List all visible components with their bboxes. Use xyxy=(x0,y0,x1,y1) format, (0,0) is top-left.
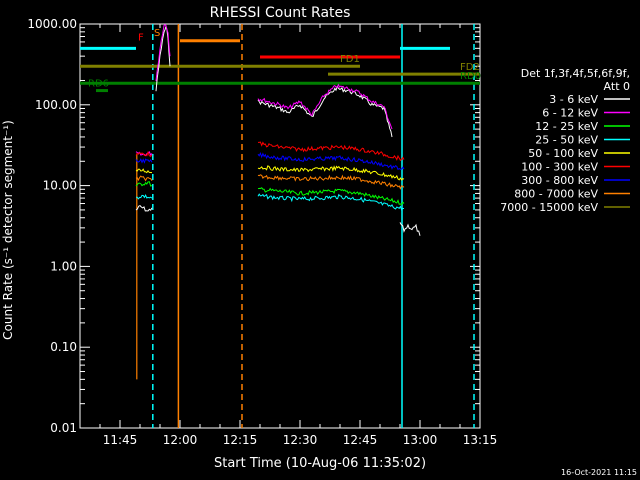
series-line xyxy=(135,175,153,182)
legend-entry-label: 800 - 7000 keV xyxy=(514,188,598,201)
flag-label: FD2 xyxy=(460,62,480,73)
y-tick-label: 100.00 xyxy=(35,98,77,112)
flag-label: FD1 xyxy=(340,54,360,65)
flag-label: RD0 xyxy=(460,71,481,82)
series-line xyxy=(258,141,405,161)
legend-entry-label: 25 - 50 keV xyxy=(535,134,598,147)
legend-entry-label: 100 - 300 keV xyxy=(521,161,598,174)
legend-header: Det 1f,3f,4f,5f,6f,9f, xyxy=(521,67,630,80)
x-tick-label: 12:00 xyxy=(163,433,198,447)
y-tick-label: 0.10 xyxy=(50,340,77,354)
legend-entry-label: 12 - 25 keV xyxy=(535,120,598,133)
y-tick-label: 0.01 xyxy=(50,421,77,435)
y-tick-label: 10.00 xyxy=(43,179,77,193)
legend-entry-label: 3 - 6 keV xyxy=(549,93,598,106)
x-tick-label: 12:30 xyxy=(283,433,318,447)
y-tick-label: 1000.00 xyxy=(27,17,77,31)
series-line xyxy=(135,194,153,200)
series-line xyxy=(399,222,421,236)
series-line xyxy=(135,204,153,212)
series-line xyxy=(257,187,405,206)
footer-timestamp: 16-Oct-2021 11:15 xyxy=(561,468,637,477)
x-tick-label: 12:45 xyxy=(343,433,378,447)
flag-label: RD6 xyxy=(88,79,109,90)
y-tick-label: 1.00 xyxy=(50,259,77,273)
series-line xyxy=(257,152,405,171)
series-line xyxy=(135,150,153,158)
series-line xyxy=(135,158,153,164)
legend-entry-label: 6 - 12 keV xyxy=(542,107,598,120)
legend-entry-label: 7000 - 15000 keV xyxy=(500,201,598,214)
series-line xyxy=(257,85,393,138)
chart-title: RHESSI Count Rates xyxy=(210,5,351,21)
x-tick-label: 13:15 xyxy=(463,433,498,447)
series-line xyxy=(257,83,393,130)
series-line xyxy=(257,193,404,211)
flag-label: F xyxy=(138,32,144,43)
x-tick-label: 11:45 xyxy=(103,433,138,447)
series-line xyxy=(257,174,405,190)
legend-header: Att 0 xyxy=(604,80,630,93)
x-tick-label: 13:00 xyxy=(403,433,438,447)
legend-entry-label: 50 - 100 keV xyxy=(528,147,598,160)
series-line xyxy=(257,165,405,181)
plot-area: 0.01 0.10 1.00 10.00 100.00 1000.00 11:45 12:00… xyxy=(27,17,497,447)
series-line xyxy=(135,168,153,174)
series-line xyxy=(155,23,171,82)
series-line xyxy=(135,181,153,187)
y-axis-label: Count Rate (s⁻¹ detector segment⁻¹) xyxy=(1,120,15,340)
legend-entry-label: 300 - 800 keV xyxy=(521,174,598,187)
flag-label: S xyxy=(154,28,160,39)
x-tick-label: 12:15 xyxy=(223,433,258,447)
x-axis-label: Start Time (10-Aug-06 11:35:02) xyxy=(214,456,426,471)
